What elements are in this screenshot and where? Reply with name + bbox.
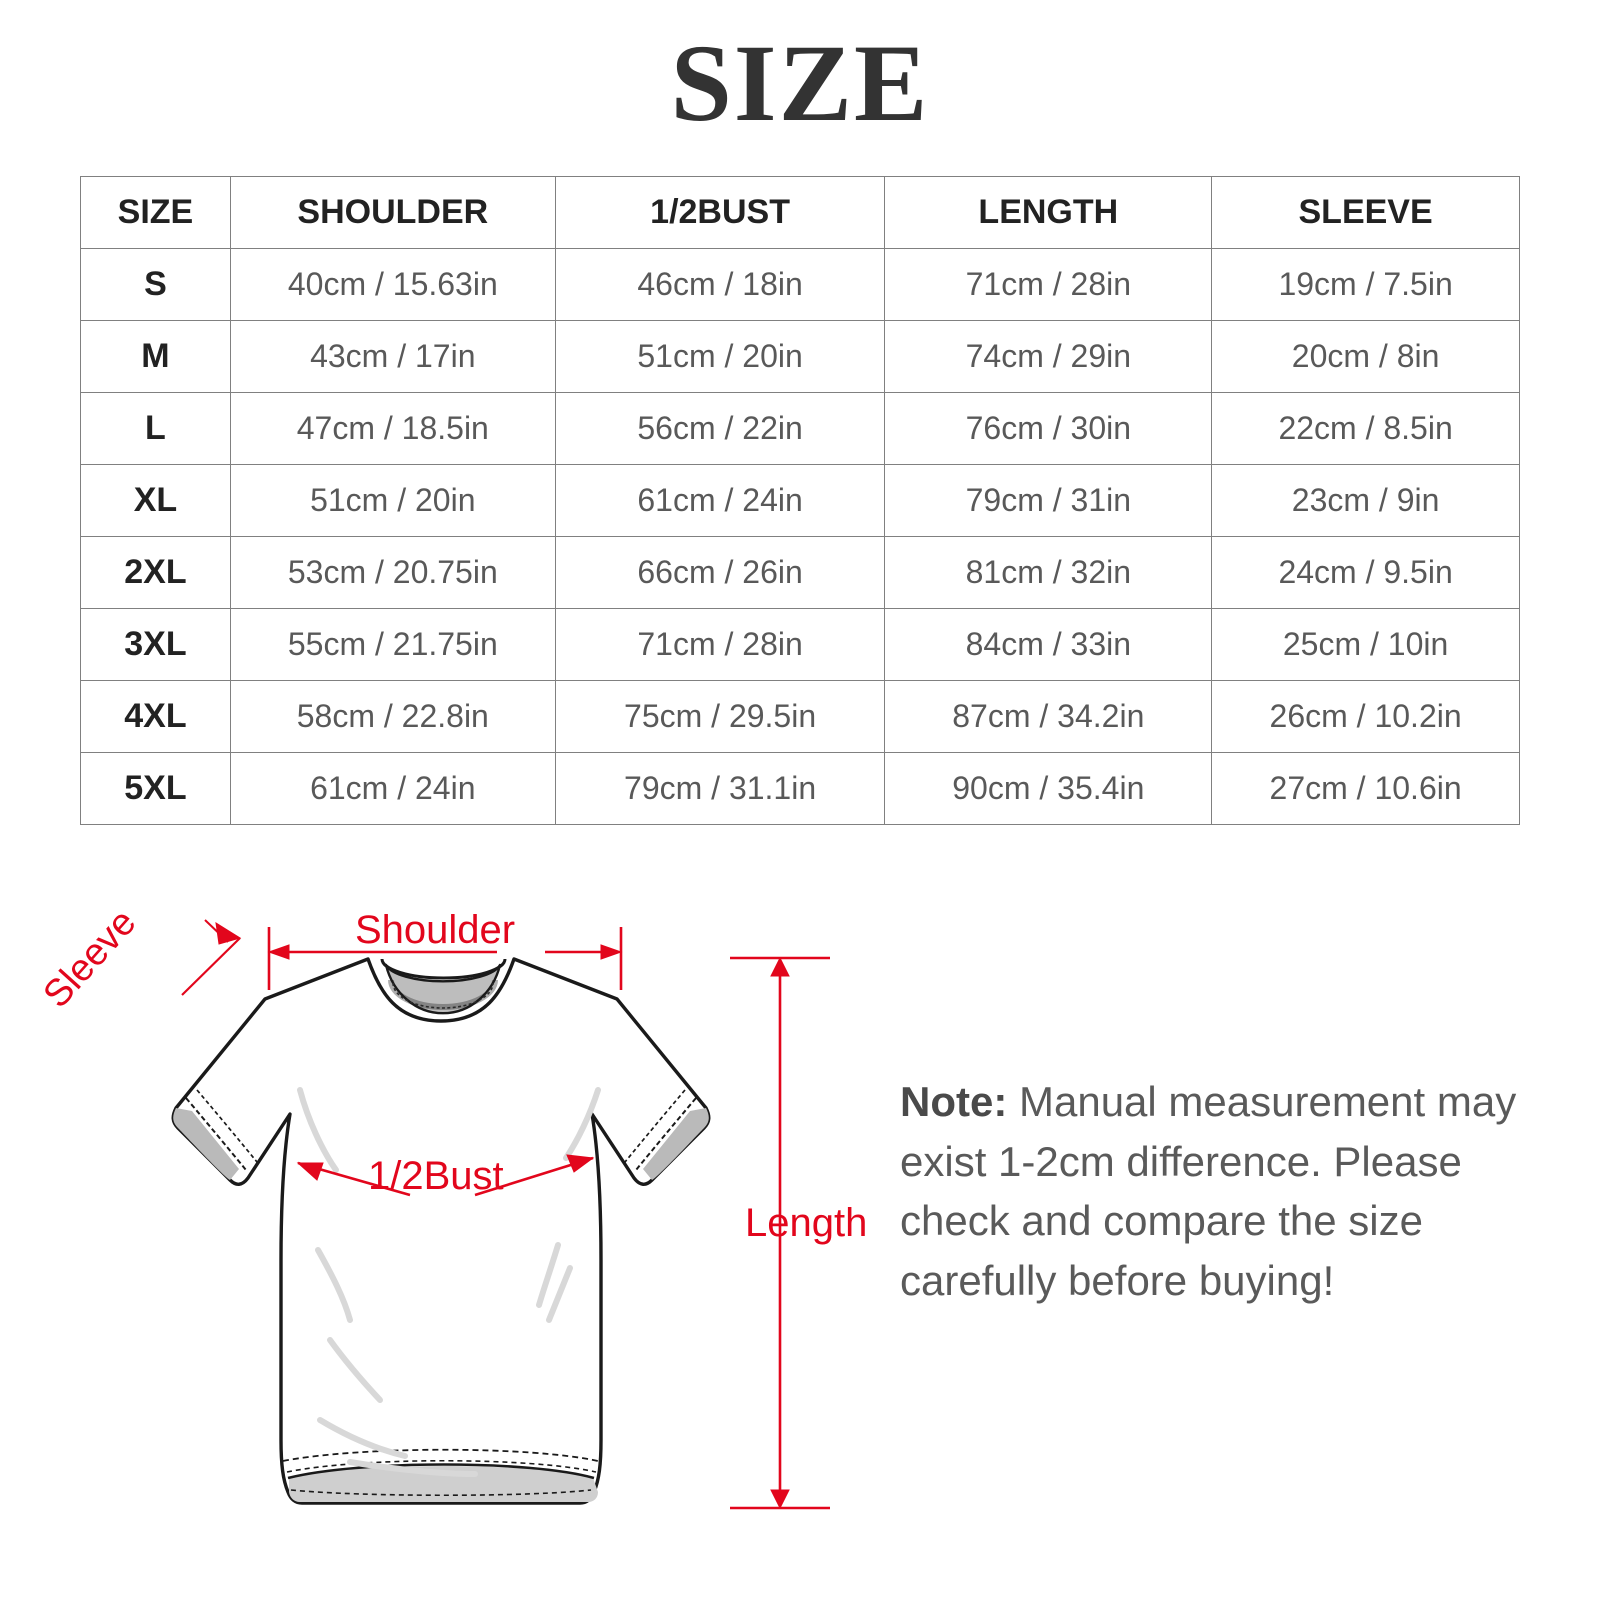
svg-text:Length: Length bbox=[745, 1201, 867, 1245]
svg-text:Sleeve: Sleeve bbox=[35, 902, 144, 1016]
svg-text:1/2Bust: 1/2Bust bbox=[368, 1154, 504, 1198]
svg-text:Shoulder: Shoulder bbox=[355, 908, 515, 952]
